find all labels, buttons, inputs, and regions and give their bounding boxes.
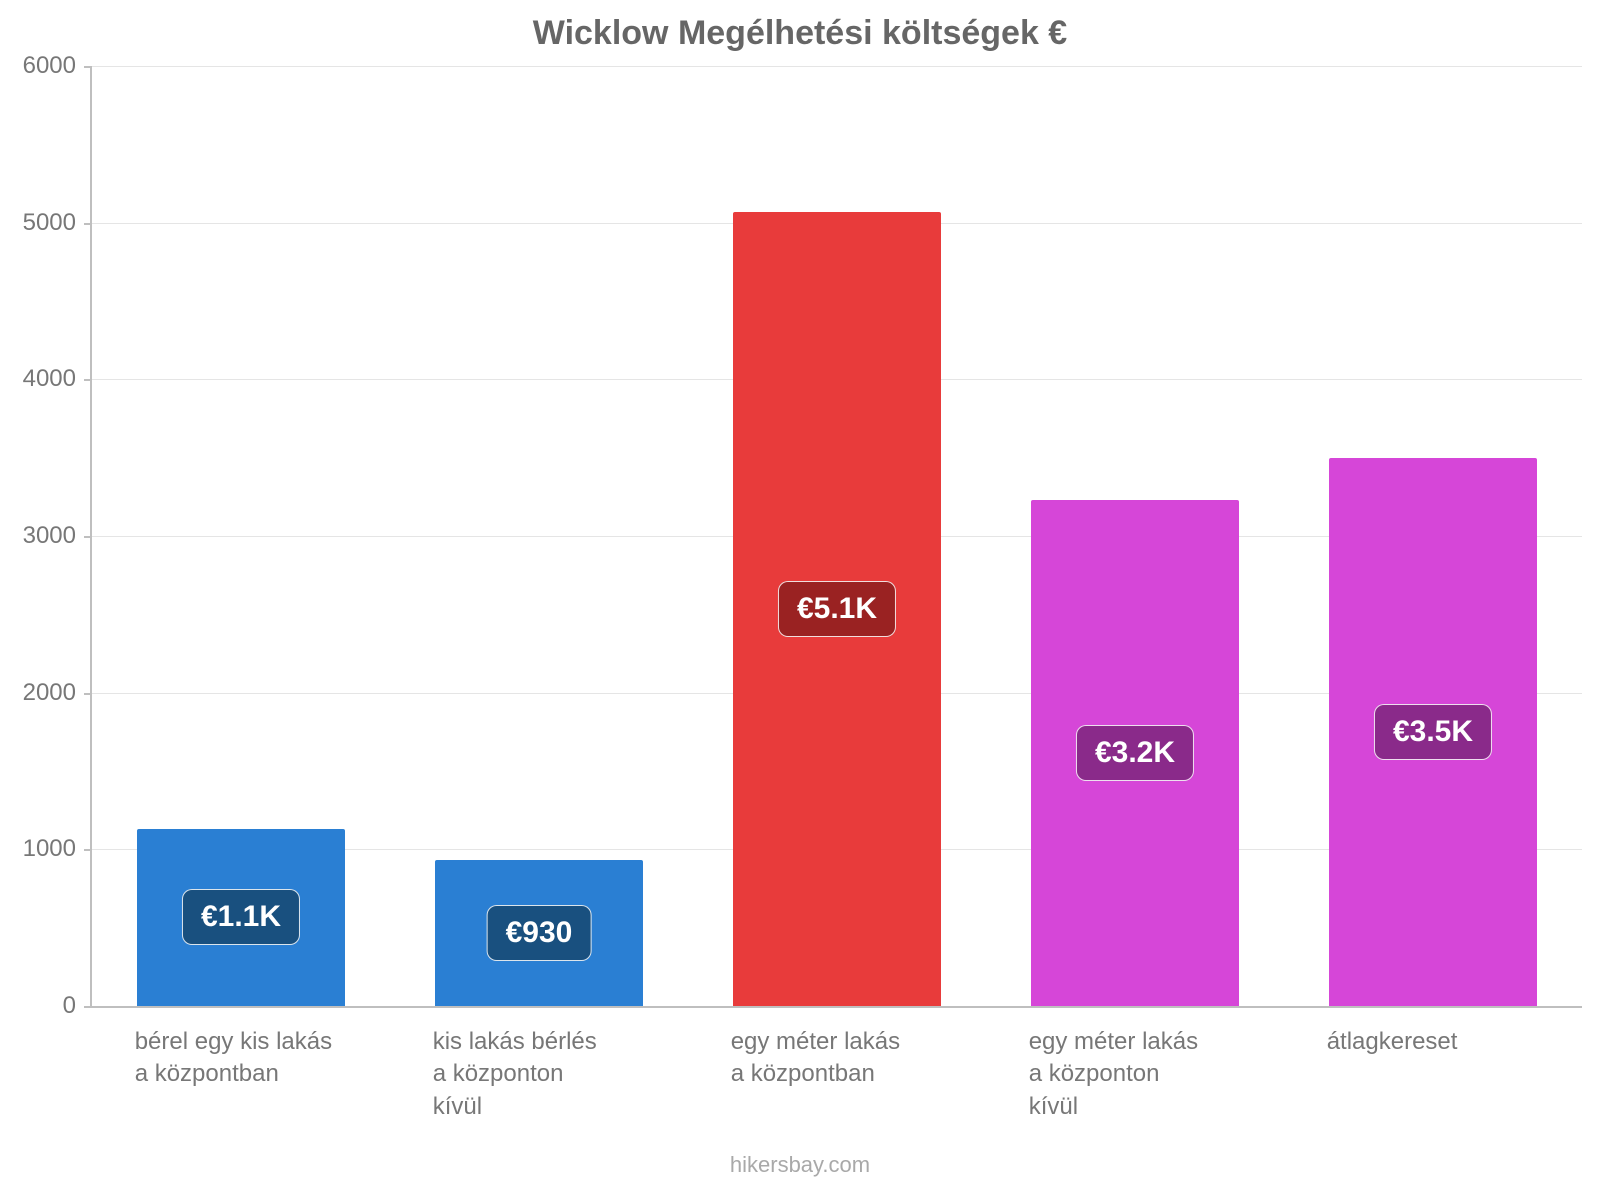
chart-title: Wicklow Megélhetési költségek € xyxy=(0,14,1600,53)
y-tick-label: 2000 xyxy=(0,679,76,707)
x-axis-label: bérel egy kis lakás a központban xyxy=(135,1026,332,1091)
bar-value-label: €930 xyxy=(487,905,592,961)
grid-line xyxy=(92,66,1582,67)
footer-attribution: hikersbay.com xyxy=(0,1152,1600,1178)
y-tick-label: 1000 xyxy=(0,835,76,863)
x-axis-label: átlagkereset xyxy=(1327,1026,1458,1058)
x-axis-label: kis lakás bérlés a központon kívül xyxy=(433,1026,597,1123)
bar-value-label: €1.1K xyxy=(182,889,300,945)
chart-container: Wicklow Megélhetési költségek € 0 1000 200… xyxy=(0,0,1600,1200)
x-axis-label: egy méter lakás a központon kívül xyxy=(1029,1026,1198,1123)
y-tick-label: 6000 xyxy=(0,52,76,80)
x-axis-label: egy méter lakás a központban xyxy=(731,1026,900,1091)
bar-value-label: €3.5K xyxy=(1374,704,1492,760)
y-tick-label: 4000 xyxy=(0,365,76,393)
plot-area: €1.1K €930 €5.1K €3.2K €3.5K xyxy=(90,66,1582,1008)
bar-value-label: €5.1K xyxy=(778,581,896,637)
y-tick-label: 0 xyxy=(0,992,76,1020)
y-tick-label: 5000 xyxy=(0,209,76,237)
bar-value-label: €3.2K xyxy=(1076,725,1194,781)
y-tick-label: 3000 xyxy=(0,522,76,550)
